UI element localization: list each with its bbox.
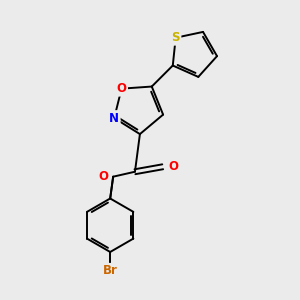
Text: O: O [169,160,178,173]
Text: N: N [109,112,119,124]
Text: S: S [172,31,180,44]
Text: Br: Br [103,264,118,277]
Text: O: O [98,170,108,183]
Text: O: O [117,82,127,95]
